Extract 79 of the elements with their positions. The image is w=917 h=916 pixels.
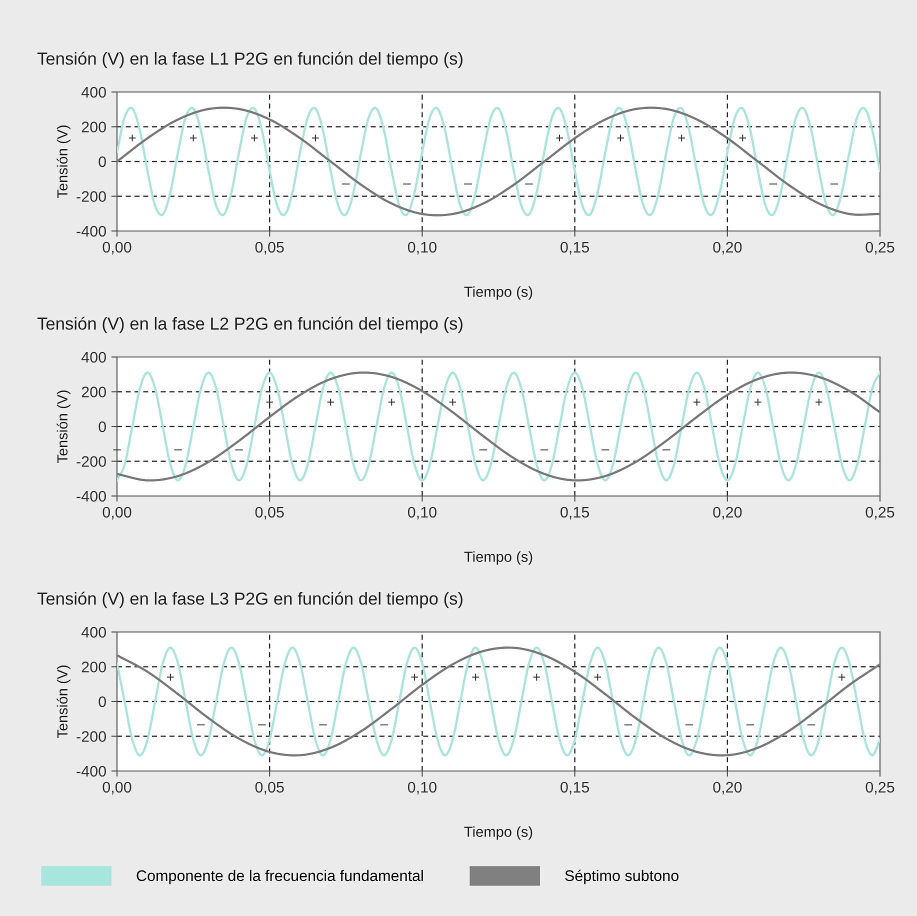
x-tick-label: 0,25 — [866, 782, 894, 794]
legend-label: Componente de la frecuencia fundamental — [136, 870, 423, 884]
annotation: + — [816, 398, 822, 406]
y-tick-label: 0 — [98, 421, 106, 432]
y-axis-title: Tensión (V) — [56, 666, 70, 738]
x-axis-title: Tiempo (s) — [464, 286, 532, 300]
annotation: + — [617, 134, 624, 142]
x-axis-title: Tiempo (s) — [464, 551, 532, 565]
y-tick-label: 0 — [98, 156, 106, 168]
y-axis-title: Tensión (V) — [56, 390, 70, 464]
annotation: + — [594, 674, 602, 681]
y-tick-label: 400 — [81, 626, 106, 638]
chart-title: Tensión (V) en la fase L3 P2G en función del tiempo (s) — [37, 592, 462, 608]
annotation: + — [388, 398, 396, 406]
annotation: – — [662, 449, 670, 450]
y-tick-label: -200 — [76, 191, 106, 202]
y-tick-label: -400 — [76, 766, 106, 777]
annotation: + — [449, 398, 456, 406]
x-tick-label: 0,20 — [713, 242, 742, 254]
annotation: + — [472, 674, 479, 681]
y-axis-title: Tensión (V) — [56, 126, 70, 198]
y-tick-label: 200 — [82, 662, 106, 672]
annotation: + — [739, 134, 746, 142]
annotation: + — [250, 134, 258, 142]
x-tick-label: 0,25 — [866, 242, 894, 254]
annotation: – — [319, 724, 327, 726]
annotation: – — [197, 724, 205, 726]
y-tick-label: -200 — [76, 731, 106, 742]
annotation: – — [479, 449, 488, 450]
chart-title: Tensión (V) en la fase L2 P2G en función del tiempo (s) — [37, 316, 462, 334]
y-tick-label: 200 — [82, 386, 106, 398]
annotation: + — [190, 134, 197, 142]
annotation: – — [601, 449, 610, 450]
annotation: – — [380, 724, 388, 726]
x-tick-label: 0,25 — [866, 506, 894, 520]
annotation: + — [312, 134, 319, 142]
x-tick-label: 0,10 — [408, 242, 436, 254]
annotation: – — [540, 449, 548, 450]
x-tick-label: 0,10 — [408, 506, 436, 520]
chart-title: Tensión (V) en la fase L1 P2G en función del tiempo (s) — [37, 52, 462, 68]
annotation: + — [556, 134, 563, 142]
x-tick-label: 0,15 — [560, 782, 590, 794]
annotation: – — [685, 724, 694, 726]
y-tick-label: -400 — [76, 490, 106, 502]
annotation: + — [411, 674, 418, 681]
y-tick-label: 0 — [98, 696, 106, 708]
x-tick-label: 0,00 — [102, 506, 132, 520]
annotation: + — [678, 134, 685, 142]
annotation: – — [174, 449, 182, 450]
annotation: + — [754, 398, 762, 406]
x-tick-label: 0,05 — [255, 242, 284, 254]
annotation: – — [258, 724, 266, 726]
y-tick-label: 400 — [81, 352, 106, 363]
annotation: – — [235, 449, 243, 450]
x-axis-title: Tiempo (s) — [464, 826, 532, 840]
y-tick-label: 200 — [82, 122, 106, 132]
x-tick-label: 0,10 — [408, 782, 436, 794]
x-tick-label: 0,15 — [560, 242, 590, 254]
annotation: + — [128, 134, 136, 142]
legend-label: Séptimo subtono — [565, 870, 678, 884]
x-tick-label: 0,05 — [255, 782, 284, 794]
annotation: – — [807, 724, 816, 726]
annotation: – — [746, 724, 754, 726]
y-tick-label: -200 — [76, 456, 106, 467]
x-tick-label: 0,20 — [713, 782, 742, 794]
y-tick-label: 400 — [81, 86, 106, 98]
x-tick-label: 0,05 — [255, 506, 284, 520]
annotation: + — [167, 674, 174, 681]
x-tick-label: 0,00 — [102, 242, 132, 254]
x-tick-label: 0,00 — [102, 782, 132, 794]
annotation: + — [327, 398, 334, 406]
annotation: – — [624, 724, 632, 726]
y-tick-label: -400 — [76, 226, 106, 237]
annotation: + — [533, 674, 540, 681]
annotation: – — [113, 449, 121, 450]
annotation: + — [694, 398, 700, 406]
x-tick-label: 0,20 — [713, 506, 742, 520]
x-tick-label: 0,15 — [560, 506, 590, 520]
annotation: + — [838, 674, 846, 681]
